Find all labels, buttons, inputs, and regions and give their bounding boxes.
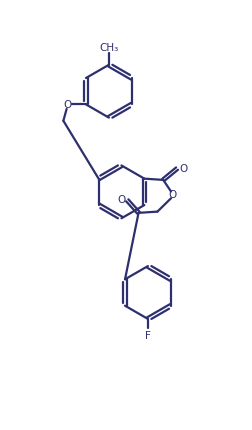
Text: O: O (64, 100, 72, 110)
Text: O: O (116, 195, 125, 205)
Text: O: O (167, 190, 175, 200)
Text: F: F (144, 331, 150, 341)
Text: CH₃: CH₃ (99, 43, 118, 53)
Text: O: O (178, 164, 186, 174)
